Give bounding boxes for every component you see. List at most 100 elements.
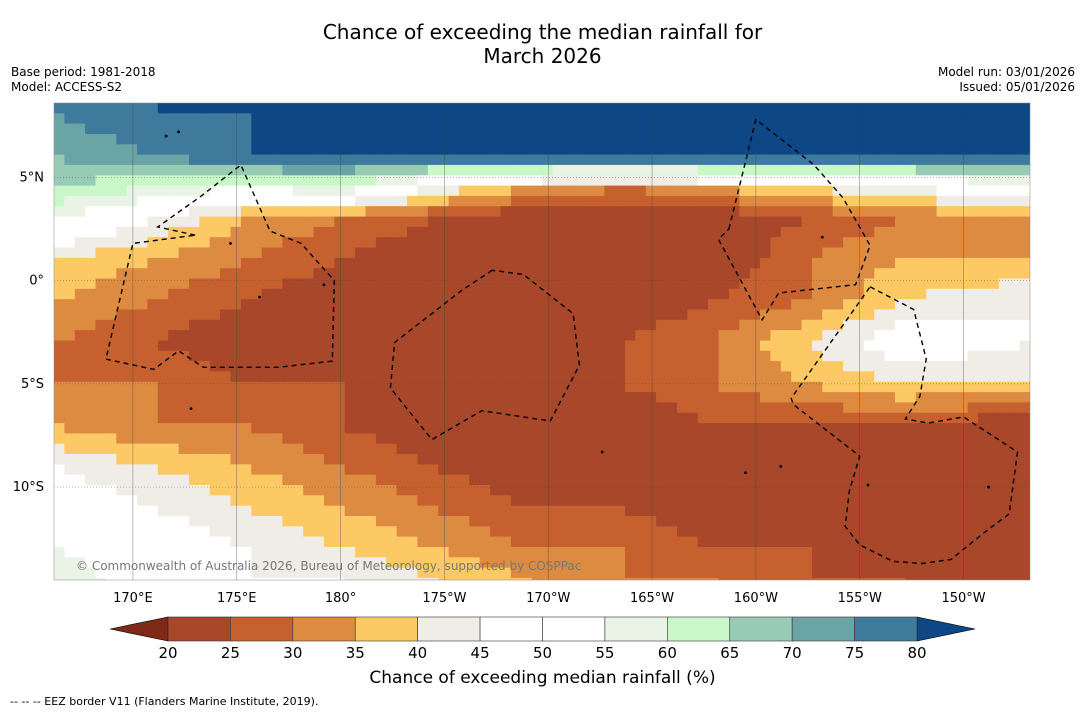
field-cell: [1009, 309, 1021, 321]
field-cell: [74, 464, 86, 476]
field-cell: [801, 330, 813, 341]
field-cell: [697, 185, 709, 197]
field-cell: [593, 175, 605, 187]
field-cell: [625, 505, 637, 517]
field-cell: [895, 237, 906, 249]
field-cell: [978, 381, 990, 393]
field-cell: [645, 577, 657, 580]
field-cell: [438, 495, 450, 507]
field-cell: [313, 226, 325, 238]
field-cell: [915, 226, 927, 238]
eez-border-path: [389, 269, 581, 441]
field-cell: [261, 567, 273, 579]
field-cell: [656, 454, 668, 465]
field-cell: [438, 257, 450, 269]
field-cell: [562, 330, 574, 341]
field-cell: [510, 144, 522, 156]
field-cell: [812, 226, 823, 238]
field-cell: [562, 433, 574, 445]
field-cell: [614, 164, 626, 176]
field-cell: [272, 123, 283, 135]
field-cell: [220, 350, 232, 362]
field-cell: [479, 113, 491, 125]
field-cell: [220, 557, 232, 569]
field-cell: [427, 516, 439, 527]
field-cell: [355, 412, 367, 424]
field-cell: [396, 547, 408, 558]
field-cell: [895, 123, 906, 135]
field-cell: [303, 526, 315, 538]
field-cell: [666, 154, 678, 166]
field-cell: [998, 474, 1010, 486]
field-cell: [801, 567, 813, 579]
field-cell: [593, 423, 605, 434]
field-cell: [313, 412, 325, 424]
field-cell: [448, 330, 460, 341]
field-cell: [749, 474, 761, 486]
field-cell: [780, 350, 792, 362]
field-cell: [407, 113, 418, 125]
field-cell: [230, 319, 242, 331]
colorbar-tick-label: 40: [408, 644, 427, 662]
field-cell: [272, 412, 283, 424]
field-cell: [417, 123, 429, 135]
field-cell: [1019, 547, 1030, 558]
field-cell: [490, 392, 502, 403]
field-cell: [801, 144, 813, 156]
field-cell: [116, 371, 128, 383]
field-cell: [593, 206, 605, 218]
field-cell: [666, 433, 678, 445]
field-cell: [915, 175, 927, 187]
field-cell: [313, 423, 325, 434]
field-cell: [915, 288, 927, 300]
field-cell: [334, 319, 346, 331]
field-cell: [458, 361, 470, 372]
field-cell: [728, 392, 740, 403]
field-cell: [895, 175, 906, 187]
field-cell: [874, 361, 886, 372]
field-cell: [812, 164, 823, 176]
field-cell: [593, 164, 605, 176]
field-cell: [780, 381, 792, 393]
field-cell: [85, 464, 97, 476]
field-cell: [85, 216, 97, 228]
field-cell: [230, 505, 242, 517]
field-cell: [365, 557, 377, 569]
field-cell: [863, 185, 875, 197]
field-cell: [95, 485, 107, 496]
field-cell: [1019, 505, 1030, 517]
field-cell: [957, 526, 969, 538]
field-cell: [978, 216, 990, 228]
field-cell: [209, 237, 221, 249]
field-cell: [417, 464, 429, 476]
field-cell: [666, 547, 678, 558]
field-cell: [905, 340, 917, 352]
field-cell: [64, 216, 76, 228]
field-cell: [915, 309, 927, 321]
field-cell: [812, 216, 823, 228]
field-cell: [957, 577, 969, 580]
field-cell: [708, 361, 720, 372]
field-cell: [365, 257, 377, 269]
field-cell: [137, 423, 149, 434]
field-cell: [500, 195, 512, 207]
field-cell: [635, 454, 647, 465]
field-cell: [189, 412, 200, 424]
field-cell: [988, 216, 1000, 228]
field-cell: [64, 381, 76, 393]
field-cell: [562, 412, 574, 424]
field-cell: [780, 175, 792, 187]
field-cell: [178, 216, 190, 228]
field-cell: [438, 464, 450, 476]
field-cell: [998, 485, 1010, 496]
field-cell: [209, 195, 221, 207]
field-cell: [739, 237, 751, 249]
field-cell: [843, 134, 855, 145]
field-cell: [562, 103, 574, 114]
field-cell: [843, 557, 855, 569]
field-cell: [85, 299, 97, 311]
field-cell: [863, 113, 875, 125]
field-cell: [116, 557, 128, 569]
field-cell: [189, 216, 200, 228]
field-cell: [189, 268, 200, 280]
